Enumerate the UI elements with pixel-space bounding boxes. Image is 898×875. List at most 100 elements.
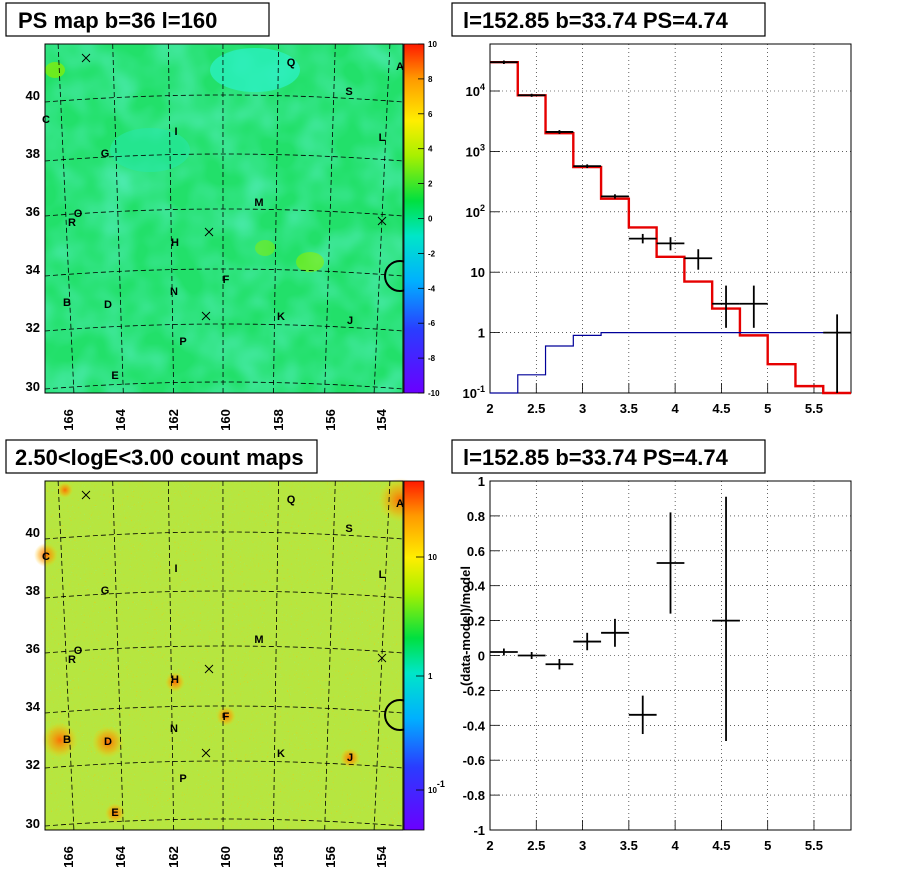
longitude-grid-line	[373, 480, 391, 831]
map-x-tick-label: 166	[61, 846, 76, 868]
x-tick-label: 2.5	[527, 838, 545, 853]
x-tick-label: 5	[764, 838, 771, 853]
y-tick-label: 10	[471, 265, 485, 280]
y-tick-label: 0	[478, 649, 485, 664]
source-label-d: D	[104, 299, 112, 311]
ps-colorbar-tick-label: 4	[428, 145, 433, 154]
y-tick-label: -0.2	[463, 683, 485, 698]
source-label-d: D	[104, 736, 112, 748]
source-label-k: K	[277, 311, 285, 323]
longitude-grid-line	[273, 43, 279, 394]
x-tick-label: 5.5	[805, 401, 823, 416]
source-label-r: R	[68, 217, 76, 229]
latitude-grid-line	[44, 208, 404, 217]
source-label-e: E	[111, 807, 118, 819]
ps-map-title-box	[5, 2, 270, 37]
source-label-f: F	[223, 711, 230, 723]
source-cross-marker	[377, 216, 387, 226]
ps-map-cyan-blob	[210, 48, 300, 92]
latitude-grid-line	[44, 268, 404, 277]
x-tick-label: 2.5	[527, 401, 545, 416]
ps-colorbar-tick-label: -6	[428, 319, 436, 328]
y-tick-label: 103	[466, 142, 485, 159]
source-label-m: M	[254, 634, 263, 646]
source-label-q: Q	[287, 494, 296, 506]
y-tick-label: 1	[478, 326, 485, 341]
map-y-tick-label: 38	[26, 146, 40, 161]
y-tick-label: 102	[466, 203, 485, 220]
source-cross-marker	[204, 664, 214, 674]
source-label-q: Q	[287, 57, 296, 69]
map-y-tick-label: 30	[26, 379, 40, 394]
longitude-grid-line	[112, 43, 124, 394]
source-label-r: R	[68, 654, 76, 666]
map-x-tick-label: 156	[323, 409, 338, 431]
ps-colorbar-tick-label: -10	[428, 389, 440, 398]
latitude-grid-line	[44, 153, 404, 162]
residual-panel: 2 2.5 3 3.5 4 4.5 5 5.5 1 0.8 0.6 0.4 0.2 0 -0.2 -0.4 -0…	[451, 439, 852, 853]
source-cross-marker	[81, 490, 91, 500]
spectrum-title: l=152.85 b=33.74 PS=4.74	[463, 8, 729, 33]
map-x-tick-label: 160	[218, 846, 233, 868]
map-y-tick-label: 36	[26, 204, 40, 219]
source-cross-marker	[377, 653, 387, 663]
map-y-tick-label: 38	[26, 583, 40, 598]
source-label-j: J	[347, 752, 353, 764]
ps-colorbar-tick-label: -4	[428, 284, 436, 293]
source-label-f: F	[223, 274, 230, 286]
source-label-c: C	[42, 551, 50, 563]
ps-colorbar-tick-label: 6	[428, 110, 433, 119]
y-tick-label: -0.6	[463, 753, 485, 768]
source-label-i: I	[174, 126, 177, 138]
x-tick-label: 2	[486, 838, 493, 853]
y-tick-label: -0.8	[463, 788, 485, 803]
count-colorbar	[404, 481, 424, 830]
latitude-grid-line	[44, 760, 404, 769]
source-label-g: G	[101, 585, 110, 597]
map-y-tick-label: 36	[26, 641, 40, 656]
source-label-o: O	[74, 645, 83, 657]
source-cross-marker	[81, 53, 91, 63]
source-label-k: K	[277, 748, 285, 760]
ps-map-frame	[44, 43, 404, 394]
ps-colorbar-tick-label: 0	[428, 215, 433, 224]
count-colorbar-ticks: 10 1 10-1	[416, 553, 445, 795]
x-tick-label: 4	[672, 401, 680, 416]
count-colorbar-tick-label: 10-1	[428, 779, 445, 795]
count-map-hotspot	[42, 722, 78, 758]
count-colorbar-tick-label: 10	[428, 553, 437, 562]
residual-title: l=152.85 b=33.74 PS=4.74	[463, 445, 729, 470]
source-label-m: M	[254, 197, 263, 209]
map-x-tick-label: 164	[113, 845, 128, 867]
latitude-grid-line	[44, 705, 404, 714]
longitude-grid-line	[112, 480, 124, 831]
source-label-h: H	[171, 237, 179, 249]
source-label-a: A	[396, 61, 404, 73]
count-map-panel: Q A S C I L G M RO H F N B D K J P E 10 1 10-1 166 164 162 160…	[5, 439, 445, 868]
latitude-grid-line	[44, 645, 404, 654]
ps-map-yellow-blob	[45, 62, 65, 78]
source-label-o: O	[74, 208, 83, 220]
count-map-speckle	[45, 481, 403, 830]
ps-colorbar-tick-label: 10	[428, 40, 437, 49]
map-x-tick-label: 158	[271, 409, 286, 431]
map-x-tick-label: 154	[374, 845, 389, 867]
latitude-grid-line	[44, 531, 404, 540]
x-tick-label: 3.5	[620, 401, 638, 416]
ps-colorbar-tick-label: 8	[428, 75, 433, 84]
x-tick-label: 4	[672, 838, 680, 853]
y-tick-label: 1	[478, 474, 485, 489]
source-cross-marker	[204, 227, 214, 237]
ps-map-yellow-blob	[255, 240, 275, 256]
latitude-grid-line	[44, 818, 404, 827]
count-map-title: 2.50<logE<3.00 count maps	[15, 445, 304, 470]
source-cross-marker	[201, 311, 211, 321]
source-label-j: J	[347, 315, 353, 327]
source-label-n: N	[170, 286, 178, 298]
map-y-tick-label: 30	[26, 816, 40, 831]
ps-map-texture	[45, 44, 403, 393]
count-map-hotspot	[216, 706, 236, 726]
longitude-grid-line	[167, 43, 175, 394]
